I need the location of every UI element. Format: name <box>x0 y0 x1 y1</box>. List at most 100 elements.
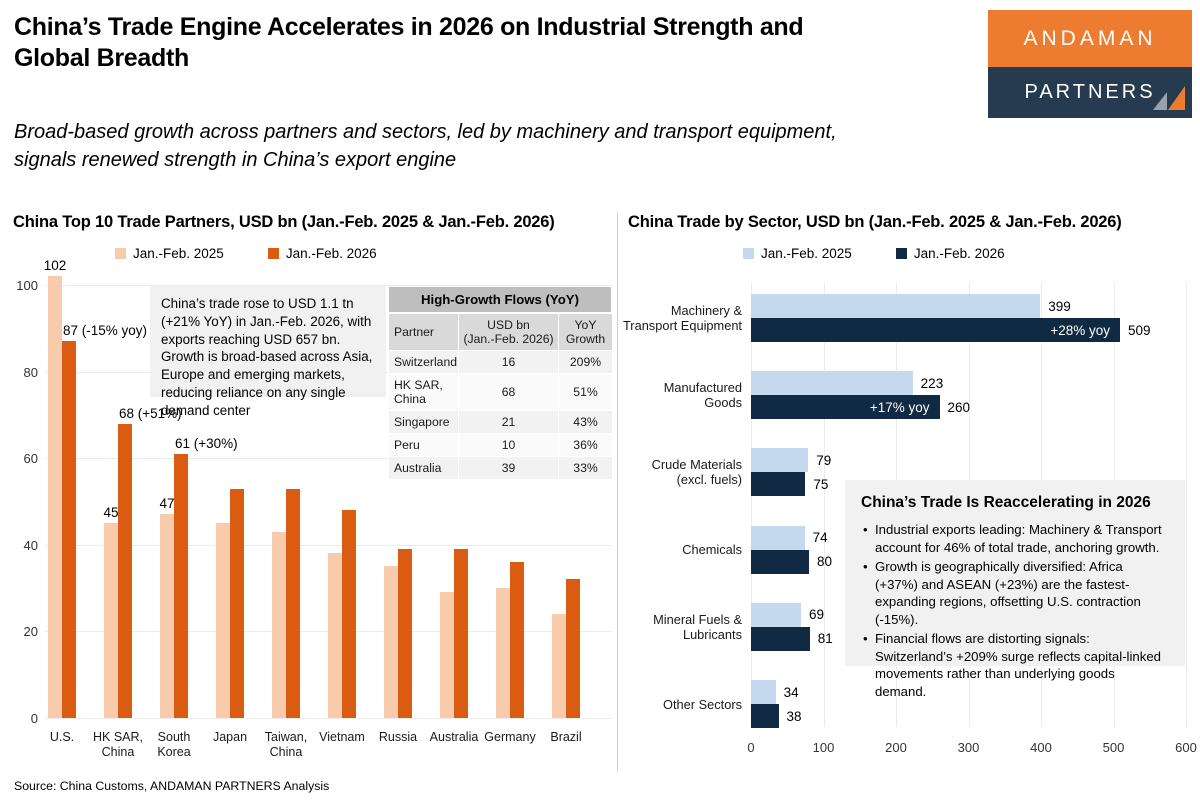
category-label: Brazil <box>550 730 582 744</box>
cell-usd-bn: 21 <box>458 410 559 435</box>
infobox-bullet: Financial flows are distorting signals: … <box>861 630 1169 700</box>
table-header-row: Partner USD bn (Jan.-Feb. 2026) YoY Grow… <box>388 312 613 352</box>
bar-value-label: 61 (+30%) <box>175 435 238 451</box>
gridline <box>45 285 612 286</box>
bar-value-label: 102 <box>43 258 67 274</box>
x-axis-tick-label: 0 <box>747 740 755 755</box>
left-chart-title: China Top 10 Trade Partners, USD bn (Jan… <box>13 213 555 231</box>
bar-2026 <box>286 488 300 718</box>
bar-value-label: 81 <box>817 631 833 647</box>
table-row: Peru 10 36% <box>388 433 613 458</box>
column-header-usd-bn: USD bn (Jan.-Feb. 2026) <box>458 312 559 352</box>
logo-bottom-band: PARTNERS <box>988 67 1192 118</box>
bar-value-label: 223 <box>920 375 944 391</box>
gridline <box>751 283 752 727</box>
legend-item-2026: Jan.-Feb. 2026 <box>267 246 377 261</box>
bar-2025 <box>751 294 1041 318</box>
table-row: HK SAR, China 68 51% <box>388 373 613 412</box>
bar-value-label: 260 <box>947 399 971 415</box>
bar-2025 <box>384 566 398 718</box>
bar-value-label: 45 <box>103 505 119 521</box>
legend-swatch-2025 <box>743 248 754 259</box>
bar-2026 <box>398 549 412 718</box>
page-subtitle: Broad-based growth across partners and s… <box>14 121 837 171</box>
bar-2025 <box>751 448 809 473</box>
bar-2025 <box>216 523 230 718</box>
infobox-title: China’s Trade Is Reaccelerating in 2026 <box>861 494 1151 511</box>
y-axis-tick-label: 20 <box>23 624 38 640</box>
table-row: Switzerland 16 209% <box>388 350 613 375</box>
bar-2026 <box>751 318 1121 342</box>
bar-2026 <box>751 472 806 497</box>
gridline <box>45 544 612 546</box>
bar-2026 <box>342 510 356 718</box>
category-label: Other Sectors <box>663 696 742 712</box>
category-label: U.S. <box>49 730 75 744</box>
bar-2026 <box>751 549 809 574</box>
category-label: Machinery & Transport Equipment <box>622 303 742 334</box>
x-axis-tick-label: 600 <box>1175 740 1197 755</box>
logo-top-band: ANDAMAN <box>988 10 1192 67</box>
table-row: Australia 39 33% <box>388 456 613 481</box>
cell-partner: Switzerland <box>388 350 459 375</box>
table-title: High-Growth Flows (YoY) <box>388 286 612 313</box>
cell-usd-bn: 68 <box>458 373 559 412</box>
x-axis-tick-label: 500 <box>1102 740 1125 755</box>
cell-partner: Australia <box>388 456 459 481</box>
bar-value-label: 509 <box>1128 322 1151 338</box>
bar-value-label: 69 <box>809 607 825 623</box>
category-label: Japan <box>212 730 248 744</box>
panel-divider <box>617 212 618 772</box>
logo-word-partners: PARTNERS <box>1024 81 1156 103</box>
bar-2026 <box>230 488 244 718</box>
category-label: Germany <box>484 730 536 744</box>
cell-yoy: 209% <box>558 350 613 375</box>
legend-item-2025: Jan.-Feb. 2025 <box>115 246 224 261</box>
category-label: Chemicals <box>682 542 742 558</box>
cell-partner: HK SAR, China <box>388 373 459 412</box>
bar-inside-label: +17% yoy <box>869 399 930 415</box>
bar-2026 <box>751 395 940 420</box>
andaman-partners-logo: ANDAMAN PARTNERS <box>988 10 1192 118</box>
category-label: Manufactured Goods <box>663 380 742 411</box>
x-axis-tick-label: 400 <box>1030 740 1052 755</box>
table-row: Singapore 21 43% <box>388 410 613 435</box>
right-chart-legend: Jan.-Feb. 2025 Jan.-Feb. 2026 <box>743 246 1005 261</box>
legend-swatch-2026 <box>895 248 907 259</box>
bar-2026 <box>454 549 468 718</box>
y-axis-tick-label: 80 <box>23 364 38 380</box>
bar-2026 <box>62 341 76 718</box>
bar-2026 <box>751 626 810 651</box>
cell-usd-bn: 10 <box>458 433 559 458</box>
bar-value-label: 74 <box>812 530 828 546</box>
column-header-yoy-growth: YoY Growth <box>558 312 613 352</box>
bar-value-label: 87 (-15% yoy) <box>63 323 148 339</box>
source-note: Source: China Customs, ANDAMAN PARTNERS … <box>14 779 330 793</box>
cell-yoy: 36% <box>558 433 613 458</box>
legend-label-2025: Jan.-Feb. 2025 <box>761 246 852 261</box>
page-title: China’s Trade Engine Accelerates in 2026… <box>14 13 804 73</box>
category-label: Australia <box>429 730 479 744</box>
bar-value-label: 80 <box>817 554 833 570</box>
bar-inside-label: +28% yoy <box>1050 322 1111 338</box>
bar-value-label: 79 <box>816 452 832 468</box>
bar-value-label: 68 (+51%) <box>119 405 182 421</box>
bar-2025 <box>328 553 342 718</box>
bar-2026 <box>510 562 524 718</box>
bar-2025 <box>552 614 566 718</box>
category-label: Crude Materials (excl. fuels) <box>651 457 742 488</box>
cell-yoy: 51% <box>558 373 613 412</box>
category-label: Russia <box>378 730 418 744</box>
cell-usd-bn: 39 <box>458 456 559 481</box>
y-axis-tick-label: 40 <box>23 537 38 553</box>
bar-2025 <box>751 602 802 627</box>
cell-yoy: 43% <box>558 410 613 435</box>
bar-2025 <box>440 592 454 718</box>
reaccelerating-infobox: China’s Trade Is Reaccelerating in 2026 … <box>845 480 1185 699</box>
infobox-bullet-list: Industrial exports leading: Machinery & … <box>861 521 1169 700</box>
bar-2026 <box>118 423 132 718</box>
bar-2025 <box>751 525 805 550</box>
cell-partner: Peru <box>388 433 459 458</box>
y-axis-tick-label: 60 <box>23 451 38 467</box>
gridline <box>823 283 825 727</box>
